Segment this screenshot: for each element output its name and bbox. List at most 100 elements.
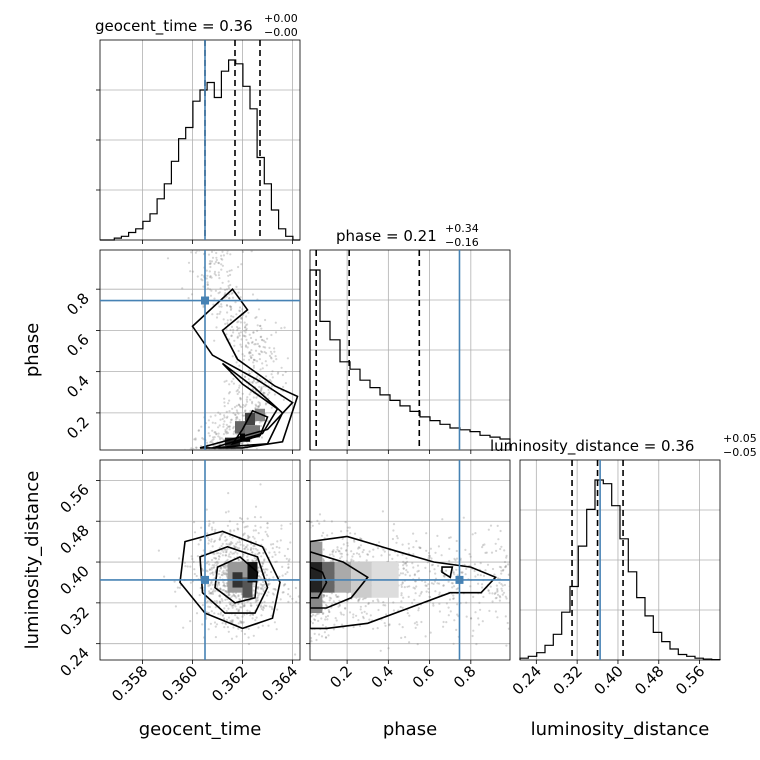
sample-point	[505, 556, 508, 559]
sample-point	[325, 594, 328, 598]
sample-point	[357, 600, 360, 603]
sample-point	[261, 565, 264, 568]
sample-point	[206, 287, 210, 290]
sample-point	[322, 600, 325, 603]
sample-point	[202, 305, 205, 309]
sample-point	[230, 637, 234, 640]
sample-point	[230, 315, 233, 318]
sample-point	[255, 616, 258, 619]
sample-point	[254, 349, 258, 352]
sample-point	[216, 583, 219, 586]
sample-point	[242, 533, 245, 536]
sample-point	[218, 600, 222, 603]
sample-point	[352, 625, 355, 629]
sample-point	[207, 432, 210, 435]
panel-frame	[99, 249, 301, 451]
sample-point	[232, 626, 235, 629]
sample-point	[348, 526, 351, 529]
sample-point	[228, 391, 231, 394]
sample-point	[245, 403, 248, 406]
sample-point	[193, 438, 196, 441]
sample-point	[232, 412, 235, 415]
sample-point	[264, 548, 267, 551]
sample-point	[324, 603, 328, 606]
tick-label-geocent-time: 0.362	[208, 662, 251, 705]
tick-label-phase: 0.2	[63, 413, 93, 443]
sample-point	[207, 585, 210, 588]
sample-point	[223, 566, 226, 569]
sample-point	[219, 613, 222, 616]
sample-point	[248, 610, 251, 613]
sample-point	[231, 407, 234, 410]
sample-point	[337, 595, 340, 598]
sample-point	[219, 413, 222, 416]
sample-point	[226, 626, 229, 629]
sample-point	[205, 508, 208, 511]
sample-point	[392, 609, 395, 612]
sample-point	[214, 557, 217, 560]
sample-point	[236, 616, 239, 619]
sample-point	[239, 331, 242, 334]
sample-point	[247, 342, 250, 345]
sample-point	[246, 400, 249, 403]
sample-point	[261, 367, 264, 370]
sample-point	[246, 525, 249, 528]
sample-point	[225, 549, 228, 552]
sample-point	[310, 640, 312, 643]
sample-point	[241, 621, 244, 624]
sample-point	[229, 603, 232, 606]
sample-point	[456, 603, 459, 606]
sample-point	[407, 547, 411, 550]
sample-point	[235, 433, 238, 436]
sample-point	[224, 511, 228, 514]
sample-point	[231, 604, 234, 607]
sample-point	[494, 542, 497, 545]
sample-point	[236, 327, 240, 330]
sample-point	[237, 558, 240, 561]
sample-point	[501, 589, 504, 592]
sample-point	[237, 528, 240, 531]
density-cell	[310, 562, 323, 593]
sample-point	[262, 589, 265, 592]
sample-point	[218, 538, 221, 541]
sample-point	[217, 271, 220, 274]
sample-point	[234, 550, 237, 554]
sample-point	[255, 599, 258, 603]
sample-point	[323, 631, 326, 634]
sample-point	[244, 331, 247, 334]
sample-point	[242, 553, 245, 557]
sample-point	[254, 505, 258, 508]
sample-point	[278, 546, 281, 549]
sample-point	[231, 620, 234, 623]
sample-point	[261, 583, 264, 587]
sample-point	[220, 544, 223, 548]
sample-point	[239, 321, 242, 324]
sample-point	[436, 534, 439, 538]
sample-point	[238, 405, 242, 408]
sample-point	[225, 564, 228, 567]
sample-point	[223, 617, 226, 620]
sample-point	[465, 615, 468, 618]
sample-point	[428, 570, 432, 573]
sample-point	[345, 549, 348, 552]
sample-point	[396, 537, 399, 540]
sample-point	[461, 571, 464, 574]
sample-point	[200, 278, 203, 281]
sample-point	[243, 604, 246, 607]
sample-point	[230, 292, 233, 295]
sample-point	[315, 638, 318, 642]
sample-point	[208, 262, 211, 265]
sample-point	[224, 548, 227, 551]
sample-point	[508, 589, 510, 592]
sample-point	[213, 600, 216, 603]
sample-point	[247, 536, 250, 539]
sample-point	[230, 604, 233, 607]
sample-point	[242, 334, 245, 337]
sample-point	[237, 610, 240, 613]
sample-point	[228, 269, 231, 272]
sample-point	[455, 568, 458, 571]
sample-point	[255, 396, 258, 399]
sample-point	[384, 604, 387, 607]
sample-point	[452, 594, 455, 597]
sample-point	[238, 547, 241, 550]
